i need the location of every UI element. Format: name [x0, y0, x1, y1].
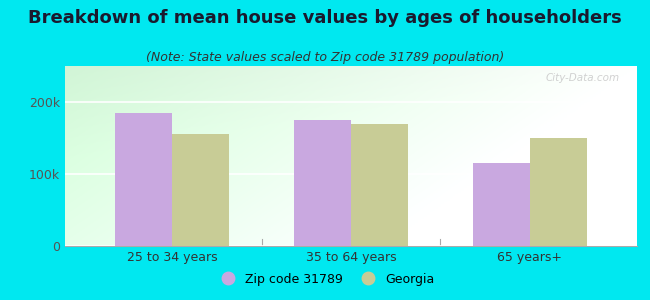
- Text: Breakdown of mean house values by ages of householders: Breakdown of mean house values by ages o…: [28, 9, 622, 27]
- Bar: [473, 163, 530, 246]
- Legend: Zip code 31789, Georgia: Zip code 31789, Georgia: [210, 268, 440, 291]
- Bar: [172, 134, 229, 246]
- Text: City-Data.com: City-Data.com: [546, 73, 620, 83]
- Text: (Note: State values scaled to Zip code 31789 population): (Note: State values scaled to Zip code 3…: [146, 51, 504, 64]
- Bar: [530, 138, 587, 246]
- Bar: [294, 120, 351, 246]
- Bar: [115, 113, 172, 246]
- Bar: [351, 124, 408, 246]
